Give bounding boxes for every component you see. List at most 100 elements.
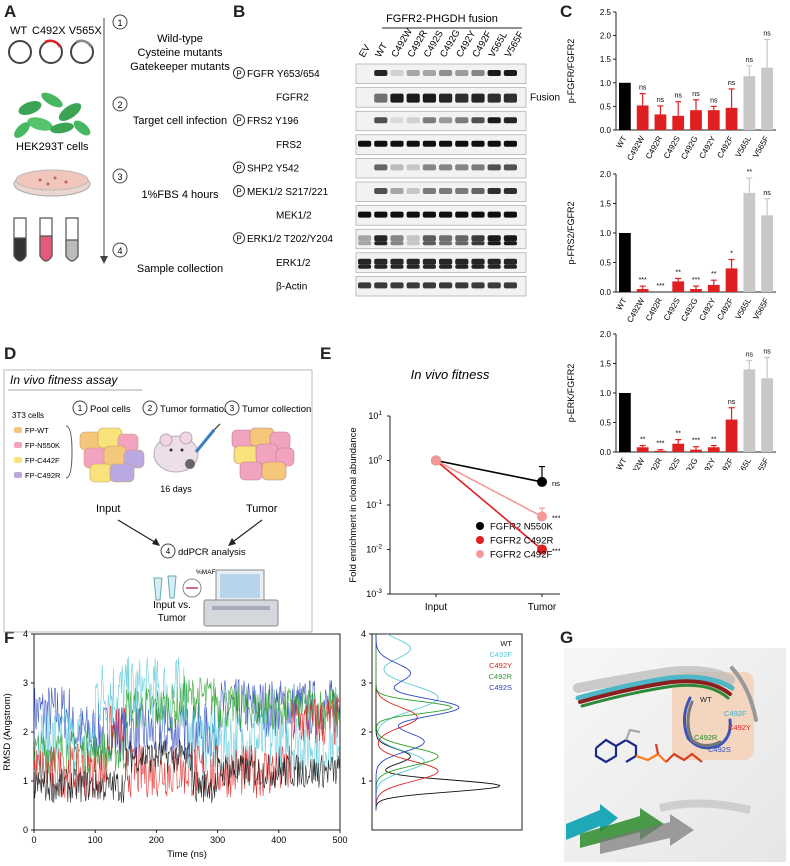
atp-ligand-icon xyxy=(594,728,703,764)
y-tick-label: 10-1 xyxy=(366,499,382,510)
arrow-left xyxy=(117,519,159,545)
panel-letter-e: E xyxy=(320,344,332,363)
input-cell-pool-icon xyxy=(79,427,145,483)
significance-label: *** xyxy=(639,277,647,284)
rmsd-trace xyxy=(33,739,340,804)
panel-letter-c: C xyxy=(560,2,573,21)
blot-row-label: β-Actin xyxy=(276,281,307,292)
svg-text:C492F: C492F xyxy=(724,709,747,718)
bar xyxy=(707,284,720,292)
blot-band xyxy=(390,241,404,246)
x-tick-label: V565L xyxy=(734,456,754,470)
blot-band xyxy=(358,258,372,265)
x-tick-label: Input xyxy=(425,602,447,613)
legend-label: FGFR2 N550K xyxy=(490,522,553,533)
svg-text:ddPCR analysis: ddPCR analysis xyxy=(178,547,246,558)
blot-band xyxy=(422,164,436,171)
panel-letter-b: B xyxy=(233,2,246,21)
svg-text:Tumor formation: Tumor formation xyxy=(160,404,229,415)
x-tick-label: WT xyxy=(615,456,629,470)
lane-label: WT xyxy=(373,41,390,59)
bar xyxy=(636,447,649,452)
x-tick-label: C492Y xyxy=(697,456,717,470)
significance-label: ns xyxy=(763,30,771,37)
blot-band xyxy=(422,258,436,265)
dist-y-tick-label: 2 xyxy=(361,727,366,737)
panel-a-workflow: WT C492X V565X HEK293T cells xyxy=(8,14,230,275)
series-line: *** xyxy=(431,455,560,523)
x-tick-label: C492G xyxy=(679,135,699,161)
bar xyxy=(707,447,720,452)
y-tick-label: 0.0 xyxy=(600,288,612,297)
blot-row: P MEK1/2 S217/221 xyxy=(233,181,527,202)
blot-band xyxy=(503,140,517,147)
panel-e-fitness-chart: In vivo fitness 101 100 10-1 10-2 10-3 Fold en… xyxy=(348,367,560,613)
x-tick-label: 200 xyxy=(149,835,164,845)
bar xyxy=(743,76,756,130)
blot-row-label: FGFR2 xyxy=(276,93,309,104)
blot-band xyxy=(503,188,517,194)
svg-text:4: 4 xyxy=(166,547,171,556)
blot-band xyxy=(358,140,372,147)
x-tick-label: C492R xyxy=(644,456,664,470)
significance-label: ns xyxy=(746,352,754,359)
wt-label: WT xyxy=(10,25,27,37)
mouse-icon xyxy=(153,423,221,473)
blot-band xyxy=(439,258,453,265)
bar xyxy=(761,215,773,292)
blot-row-label: ERK1/2 xyxy=(276,258,311,269)
bar-chart: 0.0 0.5 1.0 1.5 2.0 p-ERK/FGFR2 WT ** C492W *** C4… xyxy=(566,330,776,470)
blot-band xyxy=(390,164,404,171)
timeline-arrow-icon xyxy=(100,256,108,264)
blot-band xyxy=(422,140,436,147)
blot-band xyxy=(374,70,388,76)
blot-band xyxy=(487,140,501,147)
significance-label: ** xyxy=(747,169,753,176)
y-tick-label: 1.0 xyxy=(600,389,612,398)
dist-y-tick-label: 3 xyxy=(361,678,366,688)
svg-text:2: 2 xyxy=(148,404,153,413)
x-tick-label: C492R xyxy=(644,296,664,322)
mutation-labels: WT C492F C492Y C492R C492S xyxy=(694,695,751,754)
distribution-curve xyxy=(375,633,439,811)
svg-text:3: 3 xyxy=(230,404,235,413)
blot-band xyxy=(390,282,404,289)
legend-label: FGFR2 C492R xyxy=(490,536,553,547)
blot-band xyxy=(487,258,501,265)
phospho-icon xyxy=(233,185,245,197)
svg-text:1%FBS 4 hours: 1%FBS 4 hours xyxy=(141,189,219,201)
assay-title: In vivo fitness assay xyxy=(10,373,118,387)
panel-b-western-blot: FGFR2-PHGDH fusion EV WT C492WC492RC492SC4… xyxy=(233,13,560,297)
x-tick-label: C492W xyxy=(625,134,646,162)
blot-band xyxy=(471,164,485,171)
svg-text:C492Y: C492Y xyxy=(728,723,751,732)
y-tick-label: 0.5 xyxy=(600,259,612,268)
panel-letter-d: D xyxy=(4,344,17,363)
bar xyxy=(654,114,667,130)
blot-band xyxy=(471,264,485,269)
blot-rows: P FGFR Y653/654 FGFR2 Fusion P FRS2 Y196 FRS2 P… xyxy=(233,63,560,297)
y-tick-label: 4 xyxy=(23,629,28,639)
chart-title: In vivo fitness xyxy=(411,367,490,382)
y-tick-label: 1.5 xyxy=(600,55,612,64)
dist-legend-label: C492Y xyxy=(489,661,512,670)
blot-band xyxy=(455,164,469,171)
blot-band xyxy=(374,188,388,194)
cells-title: 3T3 cells xyxy=(12,411,44,420)
blot-band xyxy=(487,93,501,103)
cell-line-legend: FP-WT FP-N550K FP-C442F FP-C492R xyxy=(14,425,73,480)
significance-label: ns xyxy=(552,479,560,488)
y-axis-label: p-FGFR/FGFR2 xyxy=(566,39,576,104)
blot-band xyxy=(374,117,388,124)
x-tick-label: C492Y xyxy=(697,296,717,322)
blot-row-label: FGFR Y653/654 xyxy=(247,69,320,80)
blot-band xyxy=(406,211,420,218)
blot-band xyxy=(455,241,469,246)
blot-band xyxy=(390,140,404,147)
blot-band xyxy=(503,264,517,269)
fusion-side-label: Fusion xyxy=(530,93,560,104)
blot-band xyxy=(471,258,485,265)
step-2: 2 Target cell infection xyxy=(112,96,227,127)
blot-row: FGFR2 Fusion xyxy=(276,87,560,108)
bar xyxy=(725,419,738,452)
